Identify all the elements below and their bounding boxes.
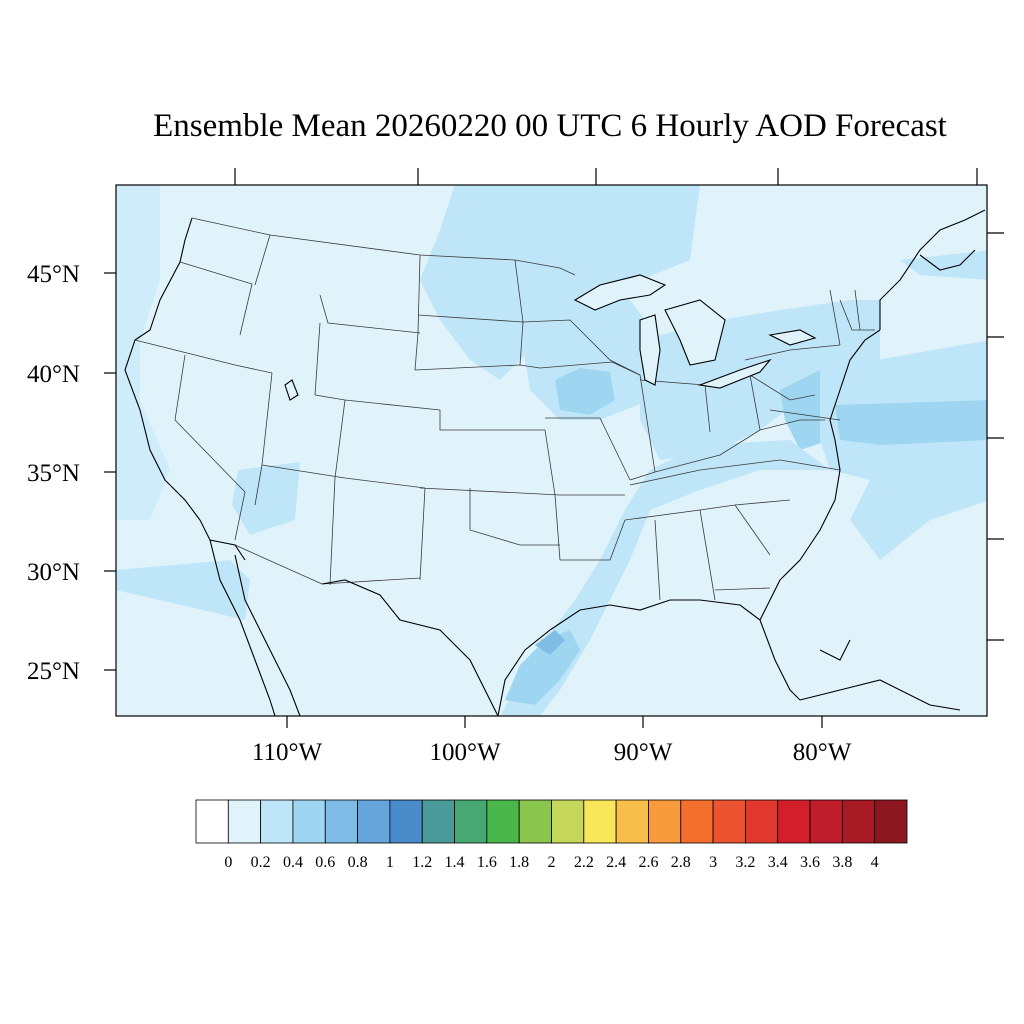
colorbar-swatch xyxy=(421,799,455,844)
lon-tick-label: 110°W xyxy=(252,739,323,766)
colorbar-tick-label: 3 xyxy=(709,854,717,871)
colorbar xyxy=(195,799,908,844)
aod-region-atlantic xyxy=(820,340,987,560)
colorbar-tick-label: 2.4 xyxy=(606,854,626,871)
aod-region-baja xyxy=(116,185,170,520)
aod-region-gulf-max xyxy=(505,630,580,705)
colorbar-tick-label: 4 xyxy=(871,854,879,871)
colorbar-swatch xyxy=(583,799,617,844)
colorbar-swatch xyxy=(841,799,876,844)
aod-region-atlantic-east xyxy=(900,250,987,280)
aod-region-pacific xyxy=(116,560,250,620)
colorbar-tick-label: 1.2 xyxy=(412,854,432,871)
colorbar-swatch xyxy=(292,799,326,844)
aod-field xyxy=(116,185,987,716)
colorbar-tick-label: 0 xyxy=(224,854,232,871)
great-lakes xyxy=(284,274,817,401)
colorbar-swatch xyxy=(777,799,811,844)
lon-ticks xyxy=(234,168,978,728)
lake-michigan xyxy=(639,314,661,386)
colorbar-tick-label: 3.4 xyxy=(768,854,788,871)
colorbar-tick-label: 1.6 xyxy=(477,854,497,871)
colorbar-swatch xyxy=(712,799,746,844)
colorbar-tick-label: 0.2 xyxy=(251,854,271,871)
colorbar-tick-label: 2.6 xyxy=(638,854,658,871)
aod-region-iowa-max xyxy=(555,368,615,415)
map-frame xyxy=(115,184,988,717)
aod-region-texas-coast-max xyxy=(535,630,565,655)
colorbar-labels: 0 0.2 0.4 0.6 0.8 1 1.2 1.4 1.6 1.8 2 2.2 2.4 2.6 2.8 3… xyxy=(224,854,878,871)
colorbar-swatch xyxy=(874,799,908,844)
lat-tick-label: 25°N xyxy=(27,658,80,685)
colorbar-swatch xyxy=(518,799,552,844)
colorbar-swatch xyxy=(324,799,358,844)
aod-region-upper-midwest xyxy=(520,300,660,420)
lake-huron xyxy=(664,299,726,366)
colorbar-swatch xyxy=(648,799,682,844)
lat-tick-label: 45°N xyxy=(27,261,80,288)
colorbar-tick-label: 1.4 xyxy=(445,854,465,871)
state-boundaries xyxy=(134,217,875,601)
colorbar-swatch xyxy=(809,799,843,844)
colorbar-tick-label: 1 xyxy=(386,854,394,871)
aod-region-hudson xyxy=(530,185,610,220)
colorbar-tick-label: 0.8 xyxy=(348,854,368,871)
colorbar-tick-label: 1.8 xyxy=(509,854,529,871)
page-title: Ensemble Mean 20260220 00 UTC 6 Hourly A… xyxy=(153,108,947,144)
colorbar-swatch xyxy=(389,799,423,844)
colorbar-swatch xyxy=(615,799,649,844)
colorbar-tick-label: 3.6 xyxy=(800,854,820,871)
lat-tick-label: 40°N xyxy=(27,361,80,388)
lon-tick-label: 100°W xyxy=(429,739,500,766)
aod-region-northern-plains xyxy=(420,185,700,380)
aod-region-southwest xyxy=(232,462,300,535)
lake-ontario xyxy=(768,329,817,346)
colorbar-tick-label: 0.6 xyxy=(315,854,335,871)
aod-region-gulf-band xyxy=(500,440,830,716)
lat-tick-label: 35°N xyxy=(27,460,80,487)
colorbar-swatch xyxy=(227,799,262,844)
lon-tick-label: 80°W xyxy=(793,739,852,766)
lon-tick-label: 90°W xyxy=(614,739,673,766)
colorbar-tick-label: 2.2 xyxy=(574,854,594,871)
colorbar-tick-label: 2.8 xyxy=(671,854,691,871)
aod-region-atlantic-max xyxy=(835,400,987,445)
lake-erie xyxy=(697,358,772,389)
lake-superior xyxy=(573,274,667,311)
colorbar-swatch xyxy=(195,799,229,844)
colorbar-swatch xyxy=(680,799,714,844)
lat-ticks xyxy=(104,232,1004,671)
colorbar-tick-label: 0.4 xyxy=(283,854,303,871)
colorbar-tick-label: 3.2 xyxy=(735,854,755,871)
coastlines xyxy=(124,209,986,716)
colorbar-swatch xyxy=(357,799,391,844)
lat-tick-label: 30°N xyxy=(27,559,80,586)
colorbar-swatch xyxy=(745,799,779,844)
colorbar-swatch xyxy=(551,799,585,844)
colorbar-swatch xyxy=(454,799,488,844)
colorbar-tick-label: 2 xyxy=(548,854,556,871)
colorbar-swatch xyxy=(260,799,294,844)
great-salt-lake xyxy=(284,379,299,401)
colorbar-tick-label: 3.8 xyxy=(832,854,852,871)
colorbar-swatch xyxy=(486,799,520,844)
